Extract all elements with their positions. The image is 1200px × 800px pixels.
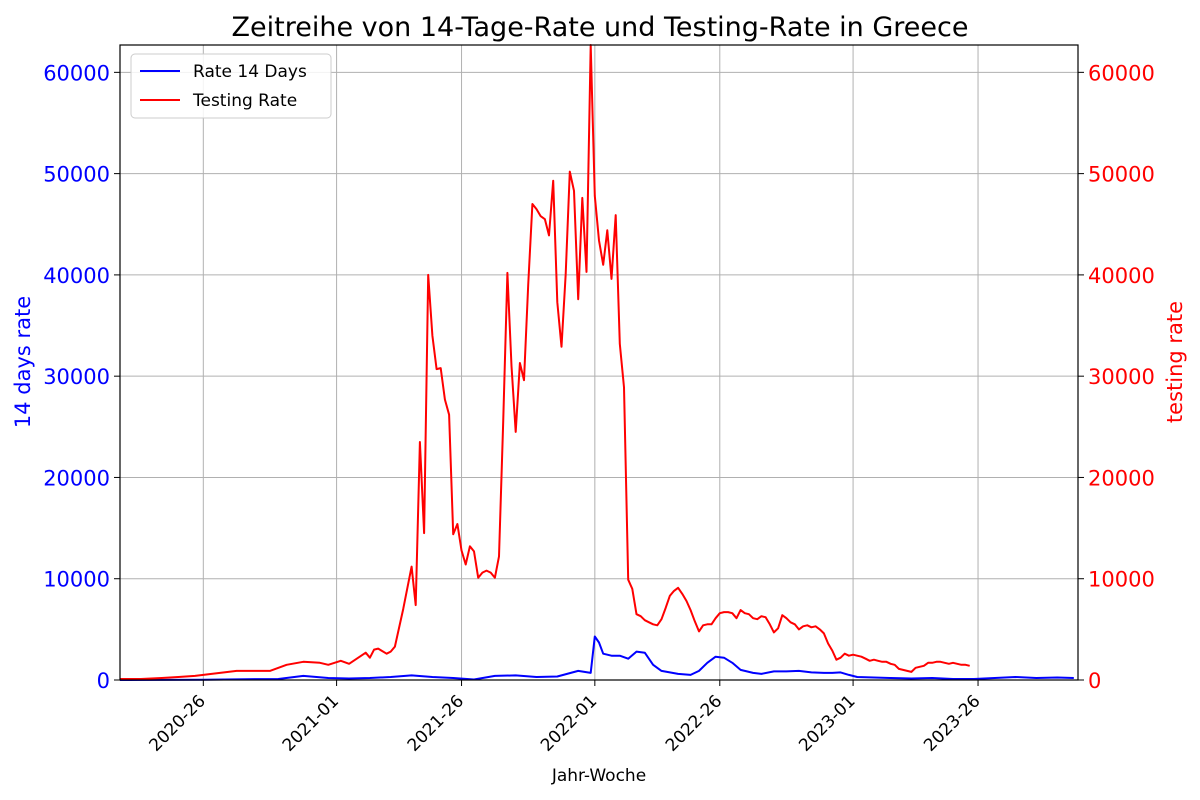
y-axis-right-label: testing rate [1163, 301, 1187, 423]
y-left-tick-label: 60000 [43, 61, 110, 85]
y-left-tick-label: 0 [97, 669, 110, 693]
legend: Rate 14 Days Testing Rate [130, 53, 332, 119]
x-axis-label: Jahr-Woche [551, 766, 646, 786]
plot-frame [119, 44, 1079, 681]
y-axis-right-ticks: 0 10000 20000 30000 40000 50000 60000 [1078, 61, 1155, 693]
y-right-tick-label: 40000 [1088, 264, 1155, 288]
y-left-tick-label: 30000 [43, 365, 110, 389]
y-left-tick-label: 40000 [43, 264, 110, 288]
series-line-testing-rate [120, 44, 970, 680]
y-right-tick-label: 50000 [1088, 163, 1155, 187]
y-right-tick-label: 30000 [1088, 365, 1155, 389]
y-left-tick-label: 10000 [43, 568, 110, 592]
y-right-tick-label: 0 [1088, 669, 1101, 693]
y-right-tick-label: 20000 [1088, 466, 1155, 490]
y-right-tick-label: 60000 [1088, 61, 1155, 85]
y-axis-left-ticks: 0 10000 20000 30000 40000 50000 60000 [43, 61, 120, 693]
y-axis-left-label: 14 days rate [11, 296, 35, 428]
chart-title: Zeitreihe von 14-Tage-Rate und Testing-R… [232, 12, 969, 43]
legend-label-rate-14-days: Rate 14 Days [193, 62, 307, 82]
y-right-tick-label: 10000 [1088, 568, 1155, 592]
y-left-tick-label: 20000 [43, 466, 110, 490]
y-left-tick-label: 50000 [43, 163, 110, 187]
series-lines [119, 44, 1074, 681]
series-line-rate-14-days [119, 635, 1074, 681]
legend-box [130, 53, 332, 119]
legend-label-testing-rate: Testing Rate [192, 91, 297, 111]
